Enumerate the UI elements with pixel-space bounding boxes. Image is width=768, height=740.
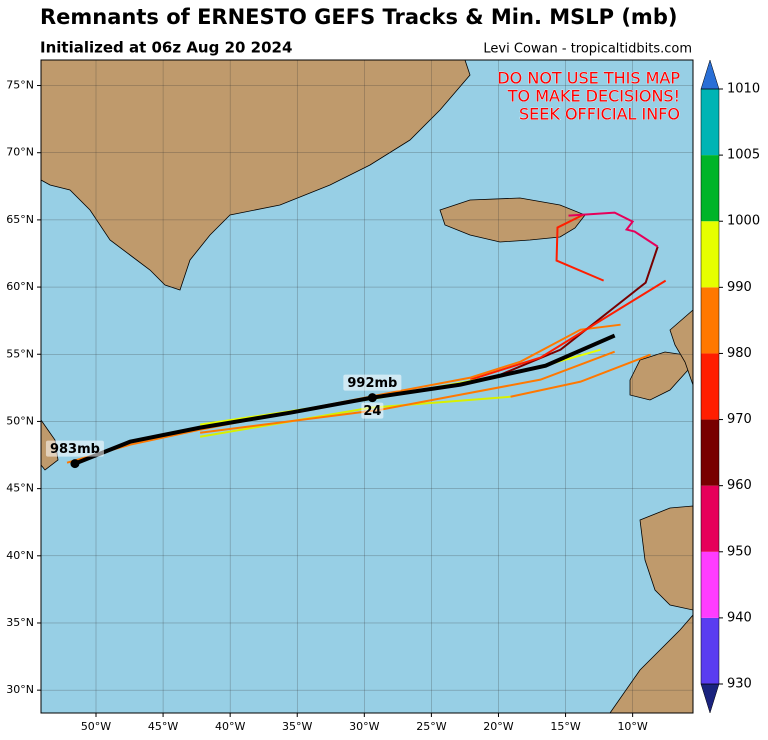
colorbar-segment (701, 419, 719, 486)
colorbar-segment (701, 617, 719, 684)
y-tick-label: 60°N (6, 280, 34, 293)
colorbar-segment (701, 221, 719, 288)
colorbar-segment (701, 287, 719, 354)
iberia (639, 505, 693, 611)
y-tick-label: 75°N (6, 79, 34, 92)
ensemble-track (199, 350, 616, 434)
x-tick-label: 15°W (550, 720, 580, 733)
label-box (361, 402, 384, 419)
greenland (41, 60, 471, 291)
ensemble-track (470, 279, 667, 381)
y-tick-label: 45°N (6, 482, 34, 495)
chart-title: Remnants of ERNESTO GEFS Tracks & Min. M… (40, 5, 677, 29)
labels: 50°W 45°W 40°W 35°W 30°W 25°W 20°W 15°W 10°W 30°N… (6, 68, 680, 733)
colorbar-label: 1000 (727, 214, 760, 229)
colorbar-extend-high (700, 59, 720, 90)
colorbar-label: 930 (727, 677, 752, 692)
ensemble-track (555, 213, 605, 282)
y-tick-label: 55°N (6, 347, 34, 360)
subtitle: Initialized at 06z Aug 20 2024 (40, 39, 292, 57)
x-tick-label: 45°W (148, 720, 178, 733)
ensemble-track (510, 353, 651, 398)
britain (669, 309, 693, 386)
y-tick-label: 70°N (6, 146, 34, 159)
colorbar-label: 950 (727, 544, 752, 559)
warning: DO NOT USE THIS MAP (497, 69, 680, 88)
y-tick-label: 30°N (6, 683, 34, 696)
x-tick-label: 35°W (282, 720, 312, 733)
x-tick-label: 30°W (349, 720, 379, 733)
map-frame (40, 59, 694, 714)
warning: SEEK OFFICIAL INFO (519, 105, 680, 124)
colorbar-label: 990 (727, 280, 752, 295)
grid (41, 60, 693, 713)
colorbar-segment (701, 155, 719, 222)
colorbar: 930 940 950 960 970 980 990 1000 1005 1010 (700, 59, 760, 714)
pressure-label: 983mb (50, 442, 100, 457)
colorbar-label: 1010 (727, 82, 760, 97)
pressure-label: 992mb (347, 376, 397, 391)
y-tick-label: 50°N (6, 414, 34, 427)
colorbar-label: 970 (727, 412, 752, 427)
hour-label: 24 (363, 404, 381, 419)
x-tick-label: 20°W (483, 720, 513, 733)
colorbar-segment (701, 551, 719, 618)
colorbar-frame (700, 88, 720, 685)
land (41, 60, 693, 713)
x-tick-label: 50°W (81, 720, 111, 733)
colorbar-extend-low (700, 683, 720, 714)
track-point (70, 459, 80, 469)
x-tick-label: 10°W (617, 720, 647, 733)
track-point (367, 393, 377, 403)
warning: TO MAKE DECISIONS! (507, 87, 680, 106)
label-box (45, 440, 104, 457)
colorbar-label: 960 (727, 478, 752, 493)
colorbar-segment (701, 485, 719, 552)
colorbar-label: 940 (727, 610, 752, 625)
credit: Levi Cowan - tropicaltidbits.com (483, 42, 692, 57)
label-box (343, 374, 402, 391)
colorbar-label: 1005 (727, 148, 760, 163)
x-tick-label: 40°W (215, 720, 245, 733)
y-tick-label: 35°N (6, 616, 34, 629)
colorbar-segment (701, 89, 719, 156)
x-tick-label: 25°W (416, 720, 446, 733)
ensemble-track (568, 211, 659, 248)
y-tick-label: 40°N (6, 549, 34, 562)
africa (609, 614, 693, 713)
ensemble-track (66, 323, 621, 464)
y-tick-label: 65°N (6, 213, 34, 226)
colorbar-segment (701, 353, 719, 420)
map (41, 60, 693, 713)
ensemble-track (500, 246, 659, 376)
colorbar-label: 980 (727, 346, 752, 361)
